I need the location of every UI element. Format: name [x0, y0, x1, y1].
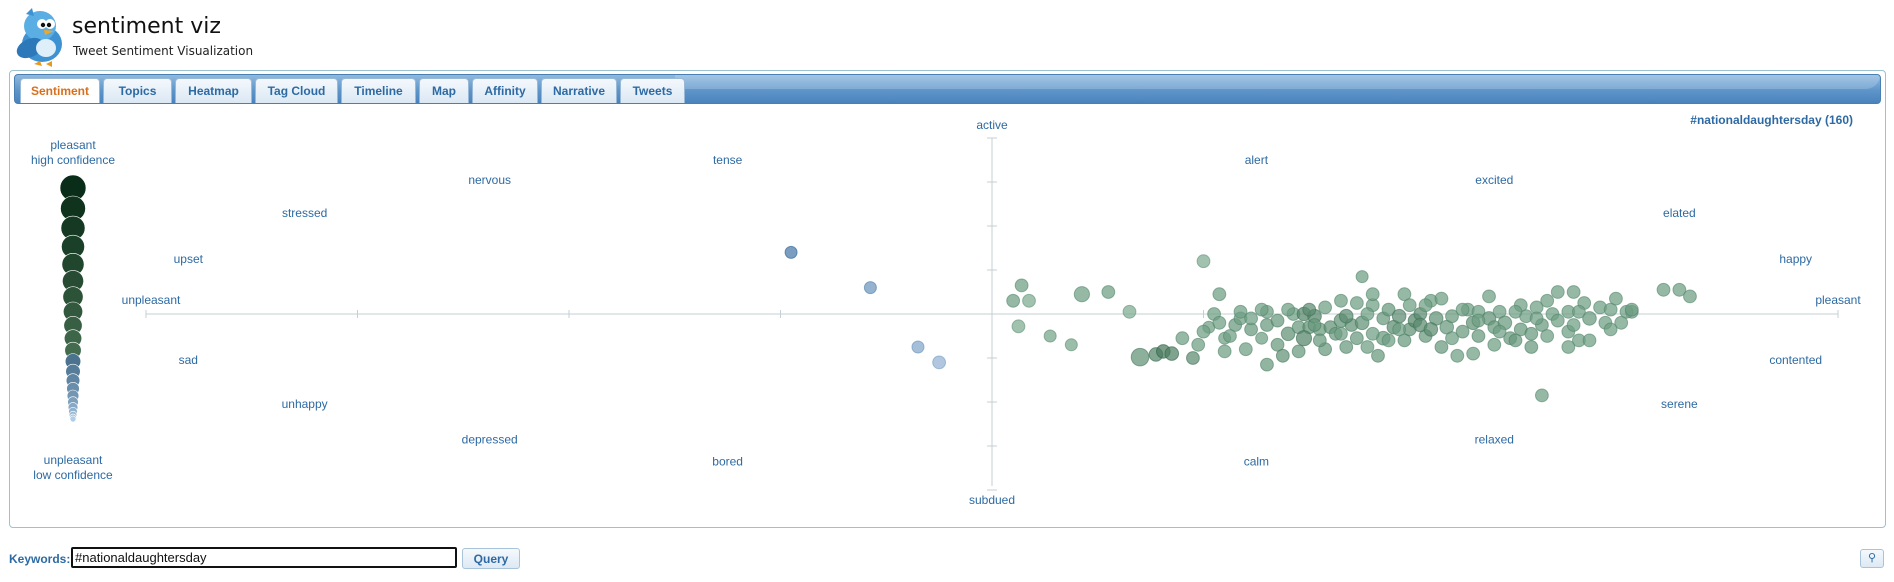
- app-subtitle: Tweet Sentiment Visualization: [73, 44, 254, 58]
- keywords-input[interactable]: [71, 547, 457, 568]
- zoom-button[interactable]: ⚲: [1860, 549, 1884, 568]
- tabs-panel: Sentiment Topics Heatmap Tag Cloud Timel…: [9, 70, 1886, 528]
- magnifier-icon: ⚲: [1867, 552, 1877, 564]
- bird-logo-icon: [16, 8, 62, 67]
- tab-map[interactable]: Map: [419, 78, 469, 103]
- query-button[interactable]: Query: [462, 548, 520, 569]
- tab-narrative[interactable]: Narrative: [541, 78, 617, 103]
- tab-affinity[interactable]: Affinity: [472, 78, 538, 103]
- app-header: sentiment viz Tweet Sentiment Visualizat…: [0, 0, 1894, 70]
- tab-tweets[interactable]: Tweets: [620, 78, 685, 103]
- tab-tag-cloud[interactable]: Tag Cloud: [255, 78, 338, 103]
- tab-topics[interactable]: Topics: [103, 78, 172, 103]
- tab-heatmap[interactable]: Heatmap: [175, 78, 252, 103]
- app-title: sentiment viz: [72, 14, 221, 39]
- query-bar: Keywords: Query ⚲: [0, 545, 1894, 577]
- tab-timeline[interactable]: Timeline: [341, 78, 416, 103]
- tab-bar: Sentiment Topics Heatmap Tag Cloud Timel…: [14, 74, 1881, 104]
- keywords-label: Keywords:: [9, 552, 71, 566]
- tab-sentiment[interactable]: Sentiment: [20, 78, 100, 103]
